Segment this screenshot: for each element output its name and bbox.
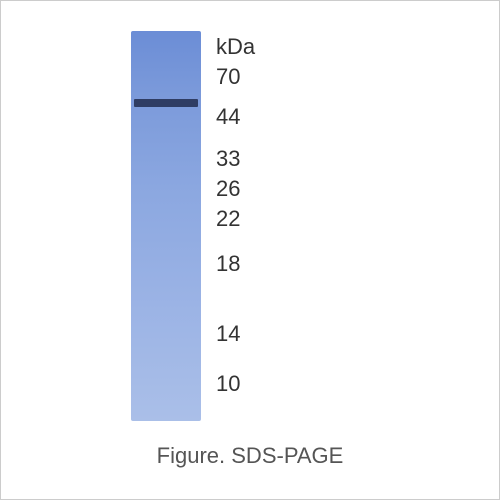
- marker-label-33: 33: [216, 146, 240, 172]
- marker-label-18: 18: [216, 251, 240, 277]
- figure-caption: Figure. SDS-PAGE: [1, 443, 499, 469]
- figure-container: kDa 70 44 33 26 22 18 14 10 Figure. SDS-PAGE: [0, 0, 500, 500]
- gel-lane-area: [131, 31, 201, 421]
- gel-lane: [131, 31, 201, 421]
- marker-labels-area: kDa 70 44 33 26 22 18 14 10: [216, 26, 296, 426]
- protein-band-0: [134, 99, 198, 107]
- unit-label: kDa: [216, 34, 255, 60]
- marker-label-10: 10: [216, 371, 240, 397]
- marker-label-70: 70: [216, 64, 240, 90]
- marker-label-26: 26: [216, 176, 240, 202]
- marker-label-44: 44: [216, 104, 240, 130]
- marker-label-22: 22: [216, 206, 240, 232]
- marker-label-14: 14: [216, 321, 240, 347]
